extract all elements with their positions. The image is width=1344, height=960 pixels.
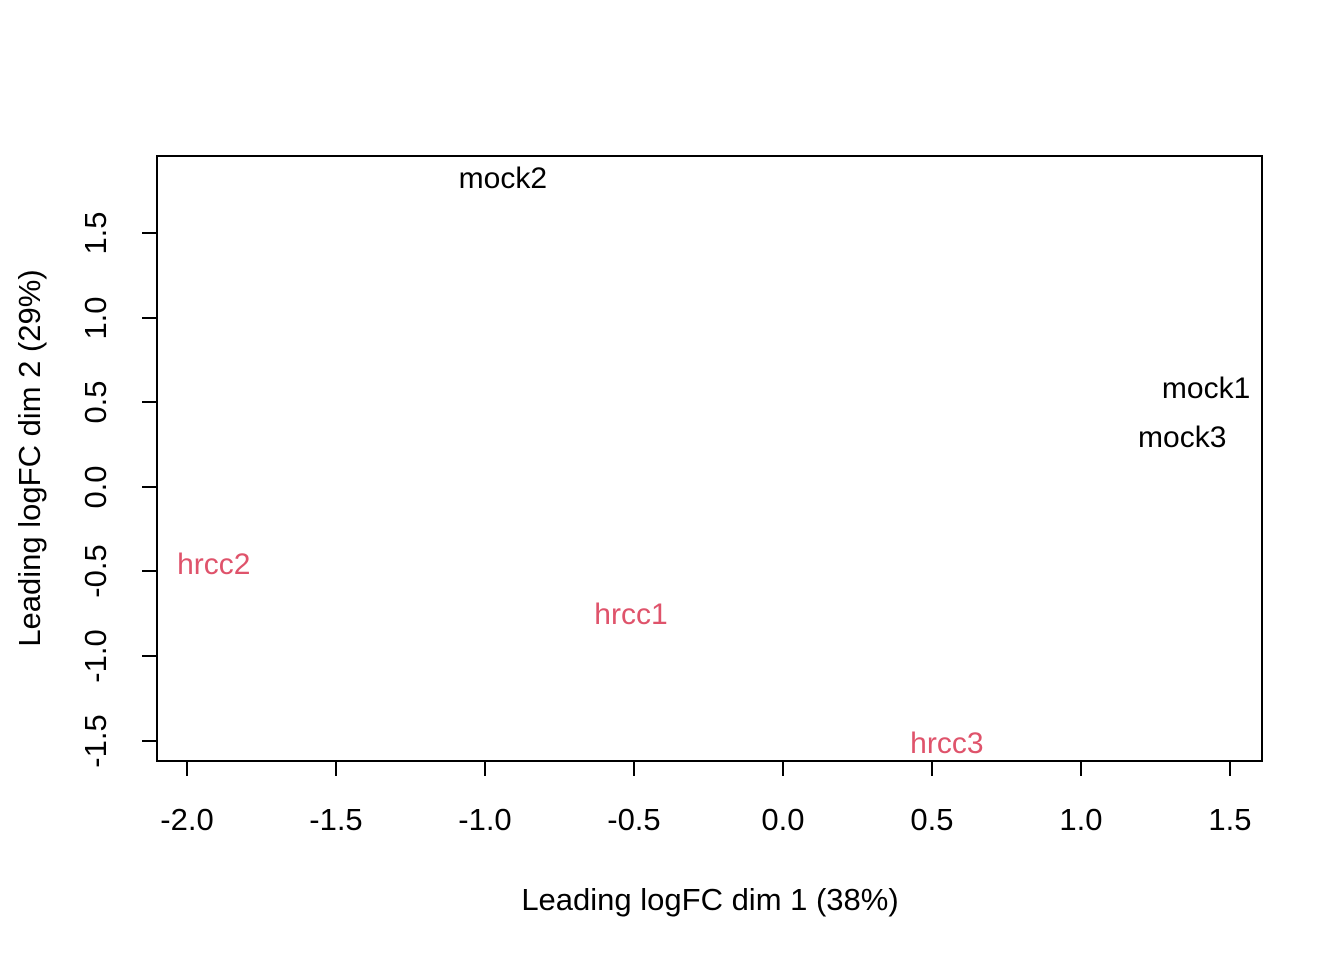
y-tick-mark [142,739,156,742]
y-tick-label: 1.5 [78,211,113,255]
x-tick-label: 1.0 [1059,802,1103,837]
y-axis-title: Leading logFC dim 2 (29%) [12,269,47,647]
x-tick-label: -0.5 [607,802,661,837]
y-tick-label: 0.5 [78,380,113,425]
y-tick-mark [142,316,156,319]
y-tick-mark [142,485,156,488]
x-tick-mark [334,762,337,776]
y-tick-mark [142,655,156,658]
sample-label-hrcc2: hrcc2 [177,547,251,581]
x-tick-label: -1.5 [309,802,363,837]
y-tick-label: -0.5 [78,544,113,599]
sample-label-mock1: mock1 [1161,371,1251,405]
x-tick-mark [1079,762,1082,776]
x-tick-label: -2.0 [160,802,214,837]
x-tick-label: -1.0 [458,802,512,837]
x-tick-label: 0.0 [761,802,805,837]
x-tick-mark [632,762,635,776]
plot-area [156,155,1263,762]
sample-label-hrcc3: hrcc3 [910,726,984,760]
x-tick-mark [185,762,188,776]
x-tick-label: 0.5 [910,802,954,837]
x-tick-mark [483,762,486,776]
sample-label-hrcc1: hrcc1 [594,598,668,632]
y-tick-mark [142,401,156,404]
x-tick-label: 1.5 [1208,802,1252,837]
y-tick-label: 1.0 [78,296,113,340]
x-axis-title: Leading logFC dim 1 (38%) [521,882,899,917]
y-tick-label: 0.0 [78,465,113,509]
x-tick-mark [930,762,933,776]
y-tick-label: -1.0 [78,629,113,683]
sample-label-mock2: mock2 [458,162,548,196]
y-tick-label: -1.5 [78,713,113,768]
x-tick-mark [1228,762,1231,776]
y-tick-mark [142,232,156,235]
y-tick-mark [142,570,156,573]
x-tick-mark [781,762,784,776]
sample-label-mock3: mock3 [1138,420,1227,454]
